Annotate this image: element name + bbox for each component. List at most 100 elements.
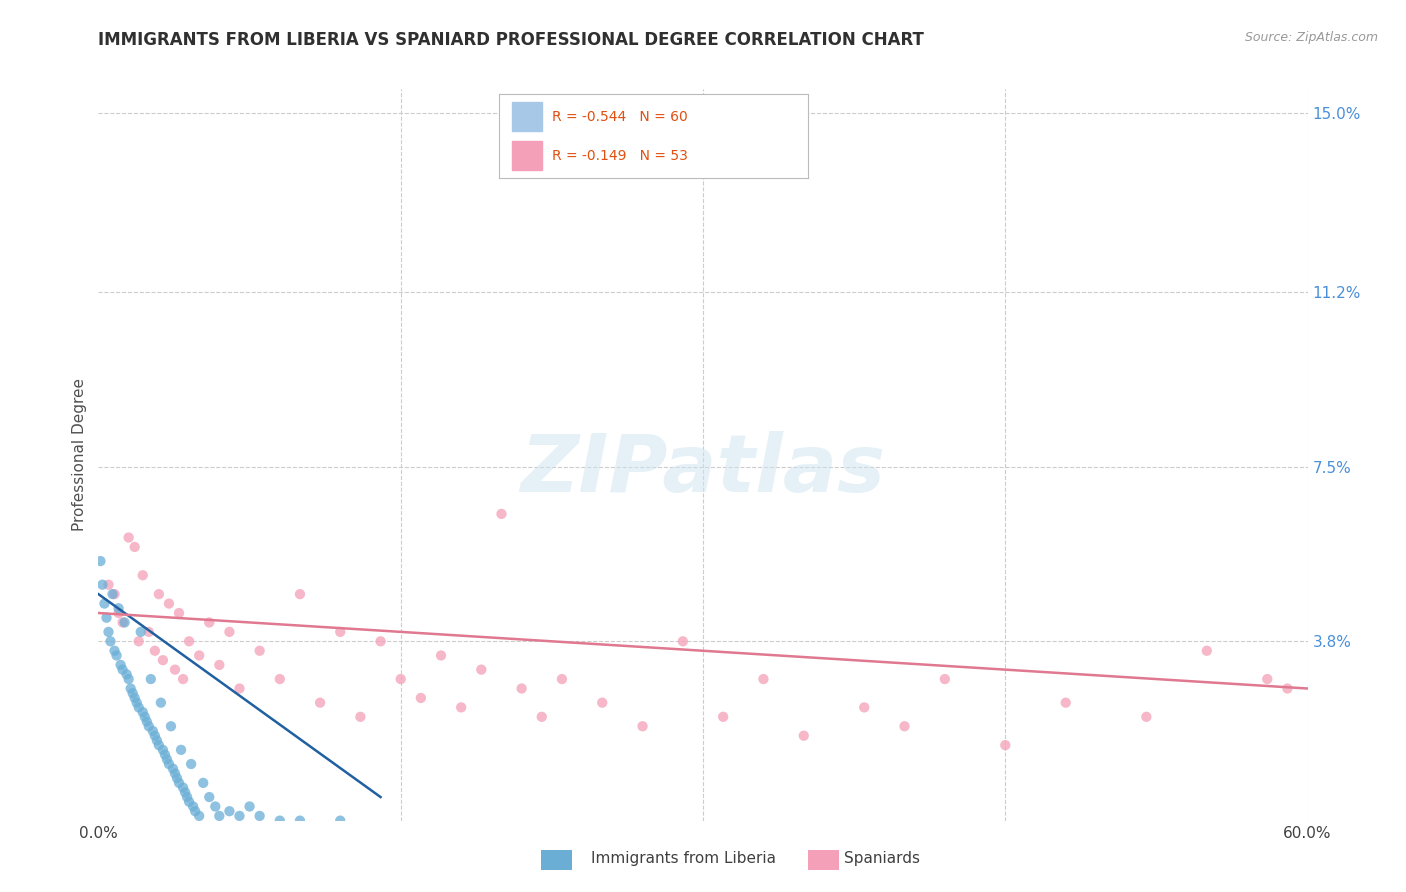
Point xyxy=(269,814,291,828)
Point xyxy=(135,714,157,729)
Point xyxy=(711,710,734,724)
Point xyxy=(111,663,134,677)
Point xyxy=(128,634,150,648)
Point xyxy=(96,611,118,625)
Point xyxy=(120,681,142,696)
Text: IMMIGRANTS FROM LIBERIA VS SPANIARD PROFESSIONAL DEGREE CORRELATION CHART: IMMIGRANTS FROM LIBERIA VS SPANIARD PROF… xyxy=(98,31,924,49)
Point xyxy=(93,597,115,611)
Point xyxy=(124,540,146,554)
Point xyxy=(148,587,170,601)
Point xyxy=(430,648,453,663)
Point xyxy=(934,672,956,686)
Point xyxy=(124,690,146,705)
Point xyxy=(591,696,613,710)
Point xyxy=(1277,681,1299,696)
Point xyxy=(118,531,141,545)
Point xyxy=(149,696,172,710)
Point xyxy=(179,634,201,648)
Point xyxy=(163,766,186,780)
Point xyxy=(107,606,129,620)
Point xyxy=(249,809,271,823)
Point xyxy=(157,757,180,772)
Point xyxy=(752,672,775,686)
Point xyxy=(470,663,492,677)
Point xyxy=(204,799,226,814)
Text: R = -0.149   N = 53: R = -0.149 N = 53 xyxy=(551,149,688,162)
Point xyxy=(288,587,311,601)
Point xyxy=(853,700,876,714)
Point xyxy=(208,657,231,672)
Point xyxy=(179,795,201,809)
Point xyxy=(138,624,160,639)
Text: R = -0.544   N = 60: R = -0.544 N = 60 xyxy=(551,110,688,123)
Point xyxy=(793,729,815,743)
Point xyxy=(228,681,250,696)
Point xyxy=(156,752,179,766)
Point xyxy=(101,587,124,601)
Point xyxy=(184,804,207,818)
Point xyxy=(530,710,553,724)
Text: ZIPatlas: ZIPatlas xyxy=(520,431,886,508)
Point xyxy=(631,719,654,733)
Point xyxy=(134,710,156,724)
Point xyxy=(105,648,128,663)
Point xyxy=(152,743,174,757)
Point xyxy=(188,648,211,663)
Point xyxy=(1256,672,1278,686)
Point xyxy=(166,771,188,785)
Point xyxy=(167,606,190,620)
Text: Source: ZipAtlas.com: Source: ZipAtlas.com xyxy=(1244,31,1378,45)
Point xyxy=(228,809,250,823)
Point xyxy=(129,624,152,639)
Point xyxy=(143,644,166,658)
Point xyxy=(97,577,120,591)
Point xyxy=(172,672,194,686)
Point xyxy=(89,554,111,568)
Point xyxy=(269,672,291,686)
Point xyxy=(103,644,125,658)
Point xyxy=(160,719,183,733)
Point xyxy=(107,601,129,615)
Point xyxy=(188,809,211,823)
Point xyxy=(198,615,221,630)
Point xyxy=(146,733,169,747)
Point xyxy=(176,790,198,805)
Point xyxy=(103,587,125,601)
Point xyxy=(491,507,513,521)
Point xyxy=(111,615,134,630)
Point xyxy=(91,577,114,591)
Point xyxy=(1195,644,1218,658)
Point xyxy=(329,814,352,828)
Point xyxy=(450,700,472,714)
Bar xyxy=(512,141,543,169)
Point xyxy=(142,723,165,738)
Point xyxy=(132,705,155,719)
Point xyxy=(218,624,240,639)
Point xyxy=(138,719,160,733)
Point xyxy=(1054,696,1077,710)
Point xyxy=(118,672,141,686)
Point xyxy=(1135,710,1157,724)
Point xyxy=(121,686,143,700)
Point xyxy=(239,799,262,814)
Point xyxy=(152,653,174,667)
Point xyxy=(153,747,176,762)
Point xyxy=(180,757,202,772)
Point xyxy=(389,672,412,686)
Point xyxy=(174,785,197,799)
Point xyxy=(551,672,574,686)
Point xyxy=(672,634,695,648)
Text: Immigrants from Liberia: Immigrants from Liberia xyxy=(591,851,776,865)
Point xyxy=(218,804,240,818)
Point xyxy=(198,790,221,805)
Point xyxy=(115,667,138,681)
Point xyxy=(208,809,231,823)
Point xyxy=(329,624,352,639)
Text: Spaniards: Spaniards xyxy=(844,851,920,865)
Point xyxy=(370,634,392,648)
Point xyxy=(132,568,155,582)
Point xyxy=(193,776,215,790)
Point xyxy=(139,672,162,686)
Point xyxy=(100,634,122,648)
Point xyxy=(163,663,186,677)
